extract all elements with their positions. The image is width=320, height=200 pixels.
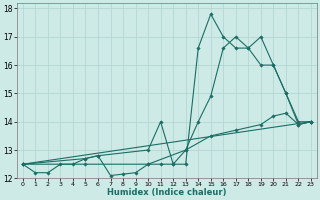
X-axis label: Humidex (Indice chaleur): Humidex (Indice chaleur) xyxy=(107,188,227,197)
